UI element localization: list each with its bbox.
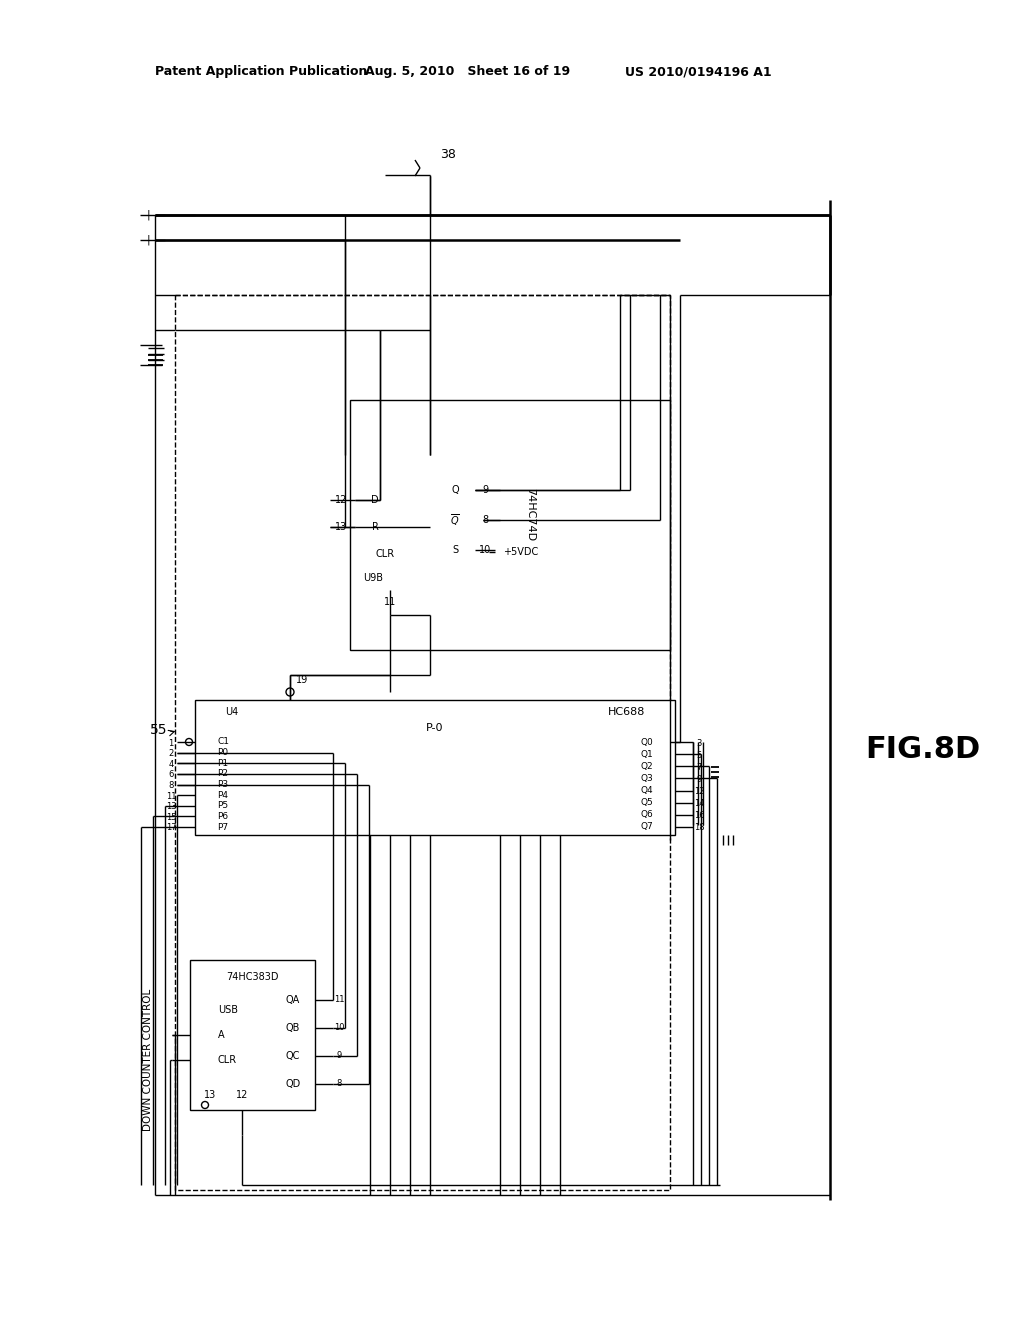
- Text: Q6: Q6: [641, 810, 653, 820]
- Text: P2: P2: [217, 770, 228, 779]
- Text: 9: 9: [696, 775, 701, 784]
- Text: QB: QB: [286, 1023, 300, 1034]
- Text: S: S: [452, 545, 458, 554]
- Text: 13: 13: [166, 803, 176, 812]
- Bar: [175, 294, 670, 1191]
- Text: U9B: U9B: [362, 573, 383, 583]
- Text: Aug. 5, 2010   Sheet 16 of 19: Aug. 5, 2010 Sheet 16 of 19: [365, 66, 570, 78]
- Text: 11: 11: [166, 792, 176, 801]
- Text: 13: 13: [204, 1090, 216, 1100]
- Text: 6: 6: [168, 771, 174, 779]
- Text: |: |: [146, 210, 150, 220]
- Text: 14: 14: [693, 799, 705, 808]
- Text: QA: QA: [286, 995, 300, 1005]
- Text: 74HC74D: 74HC74D: [525, 488, 535, 541]
- Text: 19: 19: [296, 675, 308, 685]
- Text: 55: 55: [150, 723, 167, 737]
- Text: $\overline{Q}$: $\overline{Q}$: [451, 512, 460, 528]
- Bar: [495, 540, 547, 564]
- Text: 13: 13: [335, 521, 347, 532]
- Text: Q2: Q2: [641, 762, 653, 771]
- Text: Q: Q: [452, 484, 459, 495]
- Text: R: R: [372, 521, 379, 532]
- Text: QC: QC: [286, 1051, 300, 1061]
- Text: P4: P4: [217, 791, 228, 800]
- Text: 3: 3: [696, 738, 701, 747]
- Text: Q4: Q4: [641, 787, 653, 795]
- Text: 9: 9: [482, 484, 488, 495]
- Text: US 2010/0194196 A1: US 2010/0194196 A1: [625, 66, 772, 78]
- Text: D: D: [371, 495, 379, 506]
- Text: 4: 4: [168, 760, 174, 768]
- Text: 17: 17: [166, 824, 176, 833]
- Text: HC688: HC688: [607, 708, 645, 717]
- Text: 11: 11: [384, 597, 396, 607]
- Text: 1: 1: [168, 738, 174, 747]
- Text: 12: 12: [236, 1090, 248, 1100]
- Text: 9: 9: [336, 1052, 342, 1060]
- Text: 10: 10: [479, 545, 492, 554]
- Text: 12: 12: [335, 495, 347, 506]
- Text: Q0: Q0: [641, 738, 653, 747]
- Text: Patent Application Publication: Patent Application Publication: [155, 66, 368, 78]
- Text: 2: 2: [168, 750, 174, 758]
- Text: P3: P3: [217, 780, 228, 789]
- Text: P1: P1: [217, 759, 228, 768]
- Text: 16: 16: [693, 812, 705, 820]
- Bar: [190, 960, 315, 1110]
- Text: |: |: [146, 235, 150, 246]
- Text: 5: 5: [696, 751, 701, 759]
- Text: P7: P7: [217, 822, 228, 832]
- Bar: [350, 400, 670, 649]
- Text: P-0: P-0: [426, 723, 443, 733]
- Text: +5VDC: +5VDC: [504, 546, 539, 557]
- Text: 11: 11: [334, 995, 344, 1005]
- Text: FIG.8D: FIG.8D: [865, 735, 980, 764]
- Text: U4: U4: [225, 708, 239, 717]
- Text: 8: 8: [482, 515, 488, 525]
- Text: 74HC383D: 74HC383D: [225, 972, 279, 982]
- Text: 18: 18: [693, 824, 705, 833]
- Text: P5: P5: [217, 801, 228, 810]
- Text: Q3: Q3: [641, 774, 653, 783]
- Bar: [355, 455, 475, 590]
- Text: Q7: Q7: [641, 822, 653, 832]
- Text: 12: 12: [693, 787, 705, 796]
- Text: 8: 8: [168, 781, 174, 789]
- Text: CLR: CLR: [218, 1055, 238, 1065]
- Bar: [195, 700, 675, 836]
- Text: P6: P6: [217, 812, 228, 821]
- Text: QD: QD: [286, 1078, 301, 1089]
- Text: USB: USB: [218, 1005, 238, 1015]
- Text: Q5: Q5: [641, 799, 653, 808]
- Text: 38: 38: [440, 149, 456, 161]
- Text: C1: C1: [217, 738, 229, 747]
- Text: A: A: [218, 1030, 224, 1040]
- Text: 10: 10: [334, 1023, 344, 1032]
- Text: P0: P0: [217, 748, 228, 758]
- Text: 15: 15: [166, 813, 176, 822]
- Text: 7: 7: [696, 763, 701, 772]
- Text: CLR: CLR: [375, 549, 394, 558]
- Text: Q1: Q1: [641, 750, 653, 759]
- Text: DOWN COUNTER CONTROL: DOWN COUNTER CONTROL: [143, 989, 153, 1131]
- Text: 8: 8: [336, 1080, 342, 1089]
